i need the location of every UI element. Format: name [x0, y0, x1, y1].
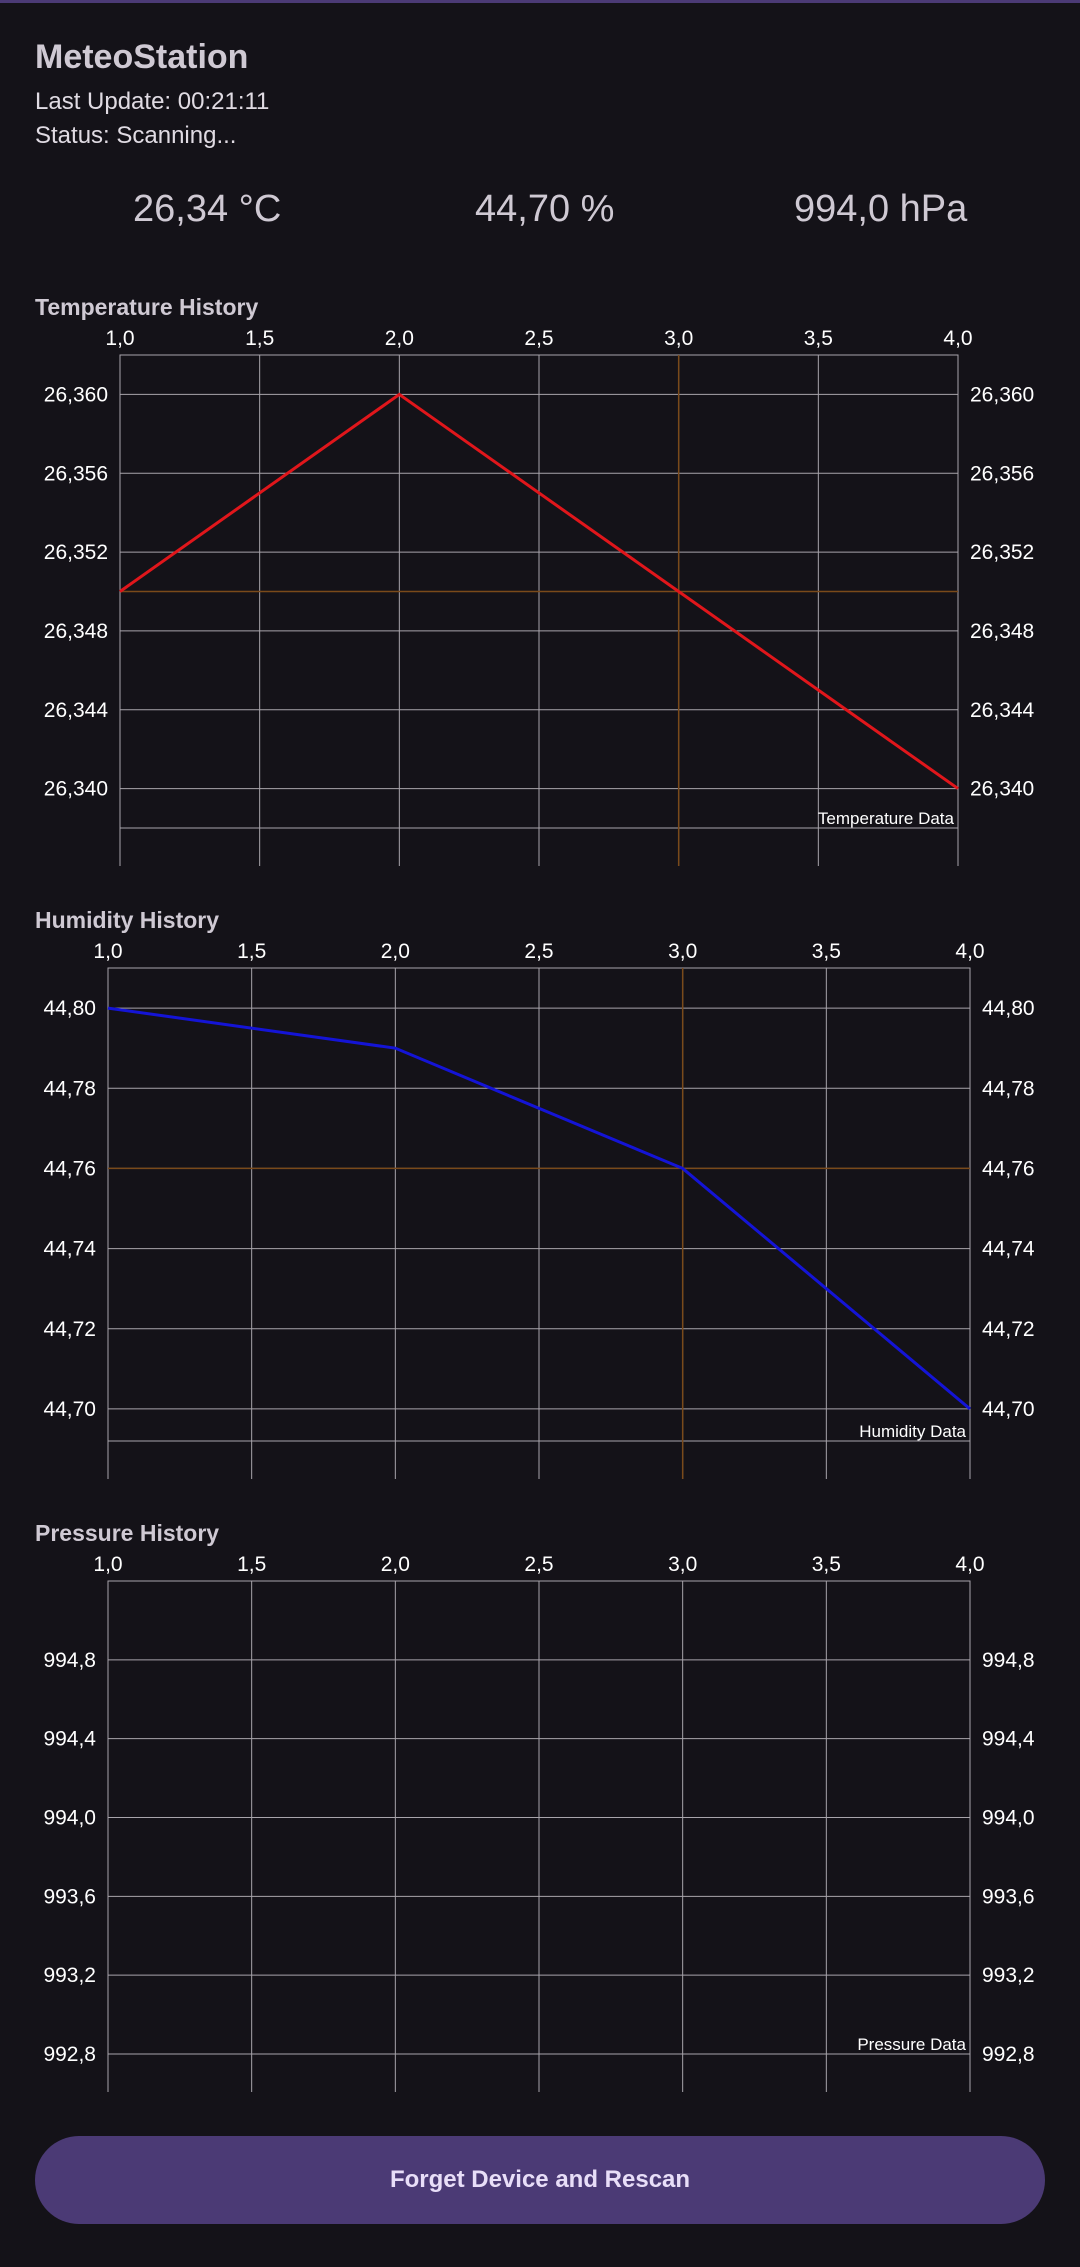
y-tick-label-left: 44,78: [43, 1077, 96, 1100]
x-tick-label: 2,5: [524, 940, 553, 963]
y-tick-label-right: 26,340: [970, 778, 1034, 801]
current-readouts: 26,34 °C 44,70 % 994,0 hPa: [0, 188, 1080, 238]
x-tick-label: 2,0: [381, 940, 410, 963]
y-tick-label-right: 993,6: [982, 1885, 1035, 1908]
y-tick-label-left: 994,4: [43, 1728, 96, 1751]
x-tick-label: 4,0: [955, 940, 984, 963]
y-tick-label-right: 994,8: [982, 1649, 1035, 1672]
y-tick-label-right: 26,360: [970, 383, 1034, 406]
humidity-chart-title: Humidity History: [35, 907, 220, 933]
y-tick-label-left: 994,8: [43, 1649, 96, 1672]
y-tick-label-left: 994,0: [43, 1807, 96, 1830]
humidity-chart[interactable]: Humidity History 1,0 1,5 2,0 2,5 3,0 3,5 4,0 44…: [0, 903, 1080, 1483]
y-tick-label-right: 992,8: [982, 2043, 1035, 2066]
x-tick-label: 2,0: [385, 327, 414, 350]
last-update-text: Last Update: 00:21:11: [35, 88, 270, 115]
x-tick-label: 2,5: [524, 1553, 553, 1576]
y-tick-label-left: 44,76: [43, 1157, 96, 1180]
y-tick-label-right: 44,70: [982, 1398, 1035, 1421]
y-tick-label-right: 26,352: [970, 541, 1034, 564]
y-tick-label-right: 44,74: [982, 1238, 1035, 1261]
y-tick-label-left: 26,352: [44, 541, 108, 564]
y-tick-label-left: 26,344: [44, 699, 109, 722]
temperature-chart-svg[interactable]: 1,0 1,5 2,0 2,5 3,0 3,5 4,0 26,340 26,340 26,344 2…: [0, 290, 1080, 870]
y-tick-label-right: 26,348: [970, 620, 1034, 643]
x-tick-label: 4,0: [955, 1553, 984, 1576]
y-tick-label-left: 993,6: [43, 1885, 96, 1908]
x-tick-label: 1,0: [105, 327, 134, 350]
series-line-humidity: [107, 1006, 971, 1411]
y-tick-label-right: 994,0: [982, 1807, 1035, 1830]
forget-device-rescan-button[interactable]: Forget Device and Rescan: [35, 2136, 1045, 2224]
y-tick-label-left: 44,74: [43, 1238, 96, 1261]
y-tick-label-right: 44,72: [982, 1318, 1035, 1341]
x-tick-label: 1,5: [245, 327, 274, 350]
y-tick-label-left: 993,2: [43, 1964, 96, 1987]
pressure-chart[interactable]: Pressure History 1,0 1,5 2,0 2,5 3,0 3,5 4,0 99…: [0, 1516, 1080, 2096]
x-tick-label: 2,5: [524, 327, 553, 350]
x-tick-label: 3,5: [812, 1553, 841, 1576]
x-tick-label: 4,0: [943, 327, 972, 350]
y-tick-label-right: 993,2: [982, 1964, 1035, 1987]
x-tick-label: 1,0: [93, 940, 122, 963]
y-tick-label-right: 994,4: [982, 1728, 1035, 1751]
status-text: Status: Scanning...: [35, 122, 237, 149]
chart-description: Pressure Data: [857, 2035, 966, 2054]
x-tick-label: 1,0: [93, 1553, 122, 1576]
humidity-chart-svg[interactable]: 1,0 1,5 2,0 2,5 3,0 3,5 4,0 44,70 44,70 44,72 44,7…: [0, 903, 1080, 1483]
x-tick-label: 3,0: [668, 940, 697, 963]
x-tick-label: 1,5: [237, 1553, 266, 1576]
y-tick-label-left: 26,356: [44, 462, 108, 485]
x-tick-label: 3,0: [664, 327, 693, 350]
x-tick-label: 3,5: [804, 327, 833, 350]
y-tick-label-left: 26,348: [44, 620, 108, 643]
y-tick-label-right: 26,356: [970, 462, 1034, 485]
x-tick-label: 2,0: [381, 1553, 410, 1576]
series-line-temperature: [119, 392, 959, 790]
pressure-readout: 994,0 hPa: [794, 188, 968, 230]
y-tick-label-right: 26,344: [970, 699, 1035, 722]
y-tick-label-left: 26,360: [44, 383, 108, 406]
y-tick-label-right: 44,78: [982, 1077, 1035, 1100]
x-tick-label: 3,0: [668, 1553, 697, 1576]
pressure-chart-title: Pressure History: [35, 1520, 220, 1546]
app-title: MeteoStation: [35, 38, 249, 76]
temperature-chart[interactable]: Temperature History 1,0 1,5 2,0 2,5 3,0 3,5 4,…: [0, 290, 1080, 870]
humidity-readout: 44,70 %: [475, 188, 615, 230]
chart-description: Humidity Data: [859, 1422, 966, 1441]
y-tick-label-left: 26,340: [44, 778, 108, 801]
temperature-readout: 26,34 °C: [133, 188, 282, 230]
y-tick-label-right: 44,76: [982, 1157, 1035, 1180]
y-tick-label-left: 44,72: [43, 1318, 96, 1341]
chart-description: Temperature Data: [818, 809, 955, 828]
x-tick-label: 3,5: [812, 940, 841, 963]
temperature-chart-title: Temperature History: [35, 294, 259, 320]
y-tick-label-right: 44,80: [982, 997, 1035, 1020]
top-accent-line: [0, 0, 1080, 3]
y-tick-label-left: 44,70: [43, 1398, 96, 1421]
pressure-chart-svg[interactable]: 1,0 1,5 2,0 2,5 3,0 3,5 4,0 992,8 992,8 993,2 993,…: [0, 1516, 1080, 2096]
y-tick-label-left: 44,80: [43, 997, 96, 1020]
y-tick-label-left: 992,8: [43, 2043, 96, 2066]
x-tick-label: 1,5: [237, 940, 266, 963]
